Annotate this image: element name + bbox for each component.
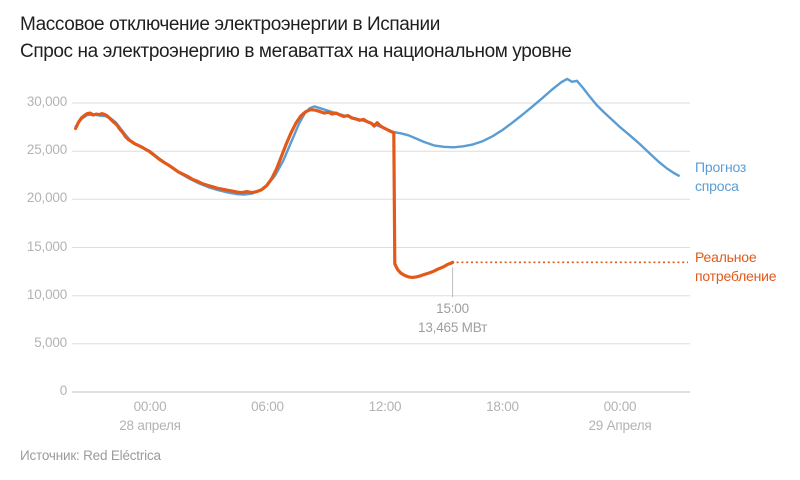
annotation-value: 13,465 МВт <box>418 320 488 335</box>
forecast-label-line1: Прогноз <box>695 159 747 175</box>
forecast-series-label: Прогноз спроса <box>695 158 746 196</box>
y-tick-label: 10,000 <box>26 286 67 302</box>
x-tick-label: 18:00 <box>486 399 519 414</box>
x-tick-label: 12:00 <box>368 399 402 414</box>
actual-label-line1: Реальное <box>695 249 757 265</box>
y-tick-label: 15,000 <box>26 238 67 254</box>
source-credit: Источник: Red Eléctrica <box>20 448 161 463</box>
title-block: Массовое отключение электроэнергии в Исп… <box>20 11 572 65</box>
y-tick-label: 5,000 <box>34 334 67 350</box>
chart-subtitle: Спрос на электроэнергию в мегаваттах на … <box>20 41 572 62</box>
y-tick-label: 20,000 <box>26 190 67 206</box>
actual-series-label: Реальное потребление <box>695 248 777 286</box>
forecast-line <box>74 77 680 196</box>
forecast-label-line2: спроса <box>695 178 739 194</box>
actual-label-line2: потребление <box>695 268 777 284</box>
y-tick-label: 0 <box>59 383 68 398</box>
chart-title: Массовое отключение электроэнергии в Исп… <box>20 14 440 35</box>
x-tick-label: 06:00 <box>251 399 284 414</box>
x-tick-date: 29 Апреля <box>588 418 652 433</box>
y-tick-label: 25,000 <box>26 142 67 158</box>
y-tick-label: 30,000 <box>26 94 67 109</box>
annotation-time: 15:00 <box>436 301 469 316</box>
x-tick-date: 28 апреля <box>119 418 181 433</box>
x-tick-label: 00:00 <box>133 399 167 414</box>
actual-line <box>73 108 455 279</box>
x-tick-label: 00:00 <box>603 399 637 414</box>
